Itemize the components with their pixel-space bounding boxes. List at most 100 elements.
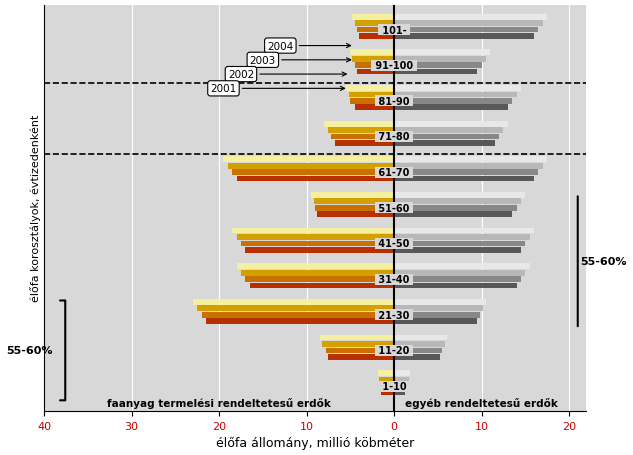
Bar <box>206 318 394 324</box>
Bar <box>249 283 394 289</box>
Text: 2002: 2002 <box>228 70 346 80</box>
Bar <box>379 370 394 376</box>
Bar <box>241 241 394 247</box>
Bar <box>394 241 525 247</box>
Bar <box>394 277 521 283</box>
Bar <box>329 354 394 360</box>
Bar <box>394 264 530 269</box>
Bar <box>352 15 394 20</box>
Text: 51-60: 51-60 <box>375 203 413 213</box>
Bar <box>201 312 394 318</box>
Bar <box>326 348 394 354</box>
Text: egyéb rendeltetesű erdők: egyéb rendeltetesű erdők <box>405 397 558 408</box>
Bar <box>394 270 525 276</box>
Bar <box>354 63 394 69</box>
Bar <box>394 370 410 376</box>
Bar <box>350 51 394 56</box>
Bar <box>394 141 494 147</box>
Bar <box>394 86 521 91</box>
Bar <box>394 341 445 347</box>
Bar <box>357 70 394 76</box>
Text: 81-90: 81-90 <box>375 96 413 106</box>
Bar <box>394 199 521 205</box>
Bar <box>228 163 394 169</box>
Bar <box>394 51 491 56</box>
Bar <box>394 248 521 253</box>
Bar <box>394 335 446 341</box>
Bar <box>394 57 486 62</box>
Bar <box>394 383 407 389</box>
Bar <box>394 318 477 324</box>
Text: 91-100: 91-100 <box>372 61 417 71</box>
Bar <box>394 377 409 383</box>
Bar <box>394 206 517 211</box>
Bar <box>346 86 394 91</box>
Bar <box>246 248 394 253</box>
Bar <box>379 377 394 383</box>
Bar <box>394 192 525 198</box>
Bar <box>394 176 534 182</box>
Bar <box>394 163 542 169</box>
Bar <box>394 283 517 289</box>
Bar <box>349 92 394 98</box>
Text: 55-60%: 55-60% <box>6 346 53 356</box>
Bar <box>352 57 394 62</box>
Y-axis label: élőfa korosztályok, évtizedenként: élőfa korosztályok, évtizedenként <box>30 115 41 302</box>
Bar <box>232 228 394 234</box>
Text: 21-30: 21-30 <box>375 310 413 320</box>
Bar <box>331 134 394 140</box>
Bar <box>324 121 394 127</box>
Text: 2004: 2004 <box>267 41 351 51</box>
Bar <box>237 264 394 269</box>
Text: 71-80: 71-80 <box>375 132 413 142</box>
Bar <box>394 92 517 98</box>
Bar <box>335 141 394 147</box>
Bar <box>394 63 482 69</box>
Bar <box>197 306 394 312</box>
Bar <box>394 34 534 40</box>
Text: 55-60%: 55-60% <box>580 257 627 267</box>
Bar <box>394 28 539 33</box>
Text: faanyag termelési rendeltetesű erdők: faanyag termelési rendeltetesű erdők <box>107 397 331 408</box>
Text: 41-50: 41-50 <box>375 239 413 249</box>
Bar <box>394 70 477 76</box>
Bar <box>241 270 394 276</box>
Bar <box>394 134 499 140</box>
X-axis label: élőfa állomány, millió köbméter: élőfa állomány, millió köbméter <box>216 436 415 450</box>
Text: 101-: 101- <box>379 25 410 35</box>
Text: 2003: 2003 <box>249 56 351 66</box>
Bar <box>237 176 394 182</box>
Bar <box>354 105 394 111</box>
Bar <box>394 306 483 312</box>
Bar <box>394 99 512 105</box>
Bar <box>322 341 394 347</box>
Bar <box>394 235 530 240</box>
Bar <box>359 34 394 40</box>
Bar <box>354 21 394 27</box>
Bar <box>237 235 394 240</box>
Text: 11-20: 11-20 <box>375 346 413 356</box>
Text: 2001: 2001 <box>210 84 344 94</box>
Bar <box>394 15 547 20</box>
Bar <box>329 128 394 134</box>
Text: 31-40: 31-40 <box>375 274 413 284</box>
Bar <box>394 228 534 234</box>
Bar <box>350 99 394 105</box>
Bar <box>320 335 394 341</box>
Bar <box>394 105 508 111</box>
Bar <box>315 206 394 211</box>
Bar <box>381 390 394 395</box>
Bar <box>394 212 512 217</box>
Text: 61-70: 61-70 <box>375 168 413 178</box>
Bar <box>394 390 405 395</box>
Bar <box>317 212 394 217</box>
Bar <box>394 170 539 176</box>
Bar <box>380 383 394 389</box>
Bar <box>193 299 394 305</box>
Bar <box>394 121 508 127</box>
Bar <box>394 354 439 360</box>
Bar <box>394 157 547 163</box>
Bar <box>246 277 394 283</box>
Bar <box>394 21 542 27</box>
Text: 1-10: 1-10 <box>379 381 410 391</box>
